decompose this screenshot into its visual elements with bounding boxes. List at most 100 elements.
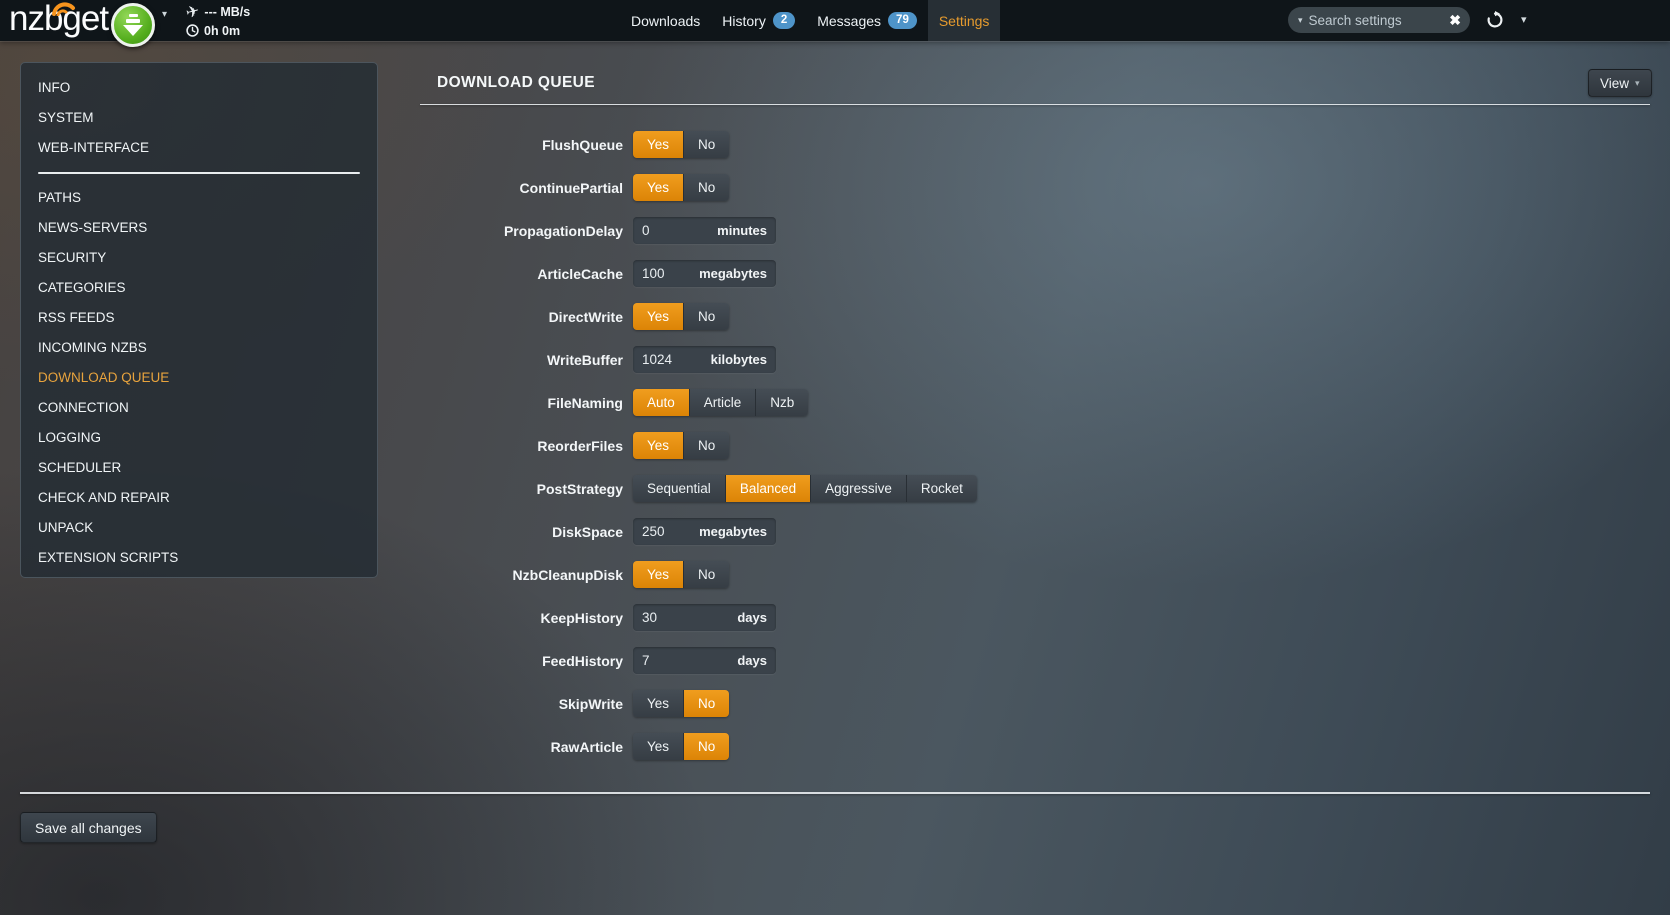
option-no-button[interactable]: No <box>684 303 730 330</box>
setting-row-writebuffer: WriteBuffer kilobytes <box>420 338 1650 381</box>
propagationdelay-input[interactable] <box>633 223 718 238</box>
option-no-button[interactable]: No <box>684 733 730 760</box>
toggle-group: Yes No <box>633 303 730 330</box>
feedhistory-input[interactable] <box>633 653 738 668</box>
view-button[interactable]: View ▾ <box>1588 69 1652 97</box>
setting-label: ContinuePartial <box>519 179 623 196</box>
setting-row-keephistory: KeepHistory days <box>420 596 1650 639</box>
view-button-label: View <box>1600 75 1630 91</box>
save-all-changes-button[interactable]: Save all changes <box>20 812 157 843</box>
sidebar-item-check-and-repair[interactable]: CHECK AND REPAIR <box>38 490 170 505</box>
unit-label: megabytes <box>699 524 767 539</box>
option-yes-button[interactable]: Yes <box>633 174 685 201</box>
footer-divider <box>20 792 1650 794</box>
setting-label: DirectWrite <box>548 308 623 325</box>
option-no-button[interactable]: No <box>684 432 730 459</box>
toggle-group: Yes No <box>633 131 730 158</box>
tab-settings[interactable]: Settings <box>927 0 1001 41</box>
sidebar-item-categories[interactable]: CATEGORIES <box>38 280 126 295</box>
writebuffer-input[interactable] <box>633 352 711 367</box>
tab-messages[interactable]: Messages 79 <box>806 0 928 41</box>
setting-row-propagationdelay: PropagationDelay minutes <box>420 209 1650 252</box>
search-box: ▾ ✖ <box>1288 7 1470 33</box>
search-scope-caret-icon[interactable]: ▾ <box>1298 14 1303 25</box>
setting-row-feedhistory: FeedHistory days <box>420 639 1650 682</box>
option-no-button[interactable]: No <box>684 174 730 201</box>
download-menu-caret-icon[interactable]: ▾ <box>162 9 168 20</box>
sidebar-item-news-servers[interactable]: NEWS-SERVERS <box>38 220 148 235</box>
option-no-button[interactable]: No <box>684 561 730 588</box>
input-group: megabytes <box>633 260 776 287</box>
logo-signal-arc-icon <box>52 2 75 16</box>
input-group: megabytes <box>633 518 776 545</box>
setting-row-rawarticle: RawArticle Yes No <box>420 725 1650 768</box>
setting-label: RawArticle <box>550 738 623 755</box>
sidebar-item-rss-feeds[interactable]: RSS FEEDS <box>38 310 115 325</box>
option-aggressive-button[interactable]: Aggressive <box>811 475 907 502</box>
input-group: kilobytes <box>633 346 776 373</box>
sidebar-item-incoming-nzbs[interactable]: INCOMING NZBS <box>38 340 147 355</box>
option-no-button[interactable]: No <box>684 690 730 717</box>
sidebar-item-extension-scripts[interactable]: EXTENSION SCRIPTS <box>38 550 179 565</box>
toggle-group: Auto Article Nzb <box>633 389 809 416</box>
setting-row-nzbcleanupdisk: NzbCleanupDisk Yes No <box>420 553 1650 596</box>
setting-row-filenaming: FileNaming Auto Article Nzb <box>420 381 1650 424</box>
option-auto-button[interactable]: Auto <box>633 389 690 416</box>
option-yes-button[interactable]: Yes <box>633 733 685 760</box>
option-nzb-button[interactable]: Nzb <box>756 389 809 416</box>
toggle-group: Yes No <box>633 561 730 588</box>
setting-label: ArticleCache <box>537 265 623 282</box>
toggle-group: Yes No <box>633 432 730 459</box>
sidebar-item-scheduler[interactable]: SCHEDULER <box>38 460 122 475</box>
search-input[interactable] <box>1308 12 1444 28</box>
page-title: DOWNLOAD QUEUE <box>437 74 596 91</box>
option-yes-button[interactable]: Yes <box>633 432 685 459</box>
setting-row-poststrategy: PostStrategy Sequential Balanced Aggressive… <box>420 467 1650 510</box>
option-article-button[interactable]: Article <box>689 389 757 416</box>
setting-label: SkipWrite <box>558 695 623 712</box>
download-toggle-button[interactable] <box>111 3 155 47</box>
option-balanced-button[interactable]: Balanced <box>725 475 812 502</box>
tab-badge: 2 <box>772 11 796 30</box>
option-yes-button[interactable]: Yes <box>633 131 685 158</box>
option-sequential-button[interactable]: Sequential <box>633 475 726 502</box>
sidebar-item-unpack[interactable]: UNPACK <box>38 520 94 535</box>
unit-label: minutes <box>717 223 767 238</box>
setting-label: PropagationDelay <box>503 222 623 239</box>
tab-history[interactable]: History 2 <box>711 0 806 41</box>
setting-label: WriteBuffer <box>547 351 623 368</box>
sidebar-item-info[interactable]: INFO <box>38 80 71 95</box>
navbar-dropdown-caret-icon[interactable]: ▾ <box>1521 14 1527 26</box>
tab-downloads[interactable]: Downloads <box>620 0 711 41</box>
option-yes-button[interactable]: Yes <box>633 561 685 588</box>
unit-label: kilobytes <box>710 352 767 367</box>
sidebar-item-connection[interactable]: CONNECTION <box>38 400 129 415</box>
search-clear-icon[interactable]: ✖ <box>1449 12 1461 28</box>
view-caret-icon: ▾ <box>1635 77 1640 88</box>
sidebar-item-system[interactable]: SYSTEM <box>38 110 94 125</box>
download-speed: --- MB/s <box>204 4 251 19</box>
setting-label: ReorderFiles <box>537 437 623 454</box>
option-no-button[interactable]: No <box>684 131 730 158</box>
keephistory-input[interactable] <box>633 610 738 625</box>
setting-row-flushqueue: FlushQueue Yes No <box>420 123 1650 166</box>
settings-form: FlushQueue Yes No ContinuePartial Yes No Propa… <box>420 123 1650 768</box>
sidebar-item-logging[interactable]: LOGGING <box>38 430 102 445</box>
sidebar-item-web-interface[interactable]: WEB-INTERFACE <box>38 140 150 155</box>
setting-row-skipwrite: SkipWrite Yes No <box>420 682 1650 725</box>
toggle-group: Sequential Balanced Aggressive Rocket <box>633 475 977 502</box>
option-yes-button[interactable]: Yes <box>633 303 685 330</box>
sidebar-item-paths[interactable]: PATHS <box>38 190 82 205</box>
toggle-group: Yes No <box>633 733 730 760</box>
articlecache-input[interactable] <box>633 266 700 281</box>
tab-badge: 79 <box>888 11 917 30</box>
refresh-icon[interactable] <box>1486 11 1504 29</box>
diskspace-input[interactable] <box>633 524 700 539</box>
speed-limit-plane-icon[interactable]: ✈ <box>184 2 202 22</box>
option-rocket-button[interactable]: Rocket <box>906 475 977 502</box>
sidebar-item-download-queue[interactable]: DOWNLOAD QUEUE <box>38 370 170 385</box>
option-yes-button[interactable]: Yes <box>633 690 685 717</box>
tab-label: Messages <box>817 12 882 29</box>
setting-label: DiskSpace <box>552 523 623 540</box>
sidebar-item-security[interactable]: SECURITY <box>38 250 107 265</box>
